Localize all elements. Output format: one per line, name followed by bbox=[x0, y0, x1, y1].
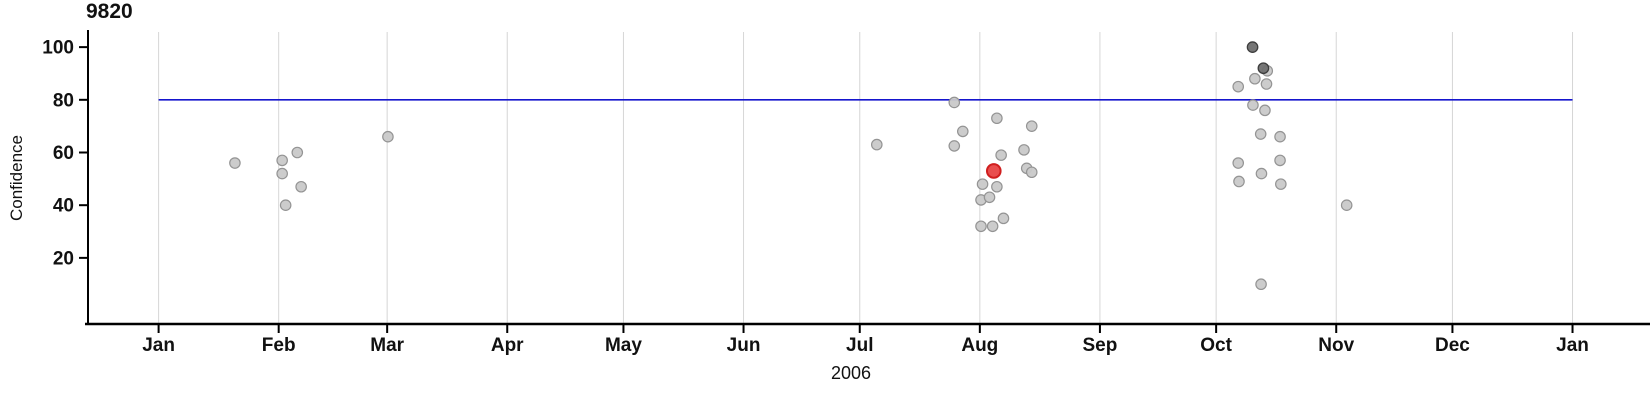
data-point[interactable] bbox=[291, 146, 304, 159]
data-point[interactable] bbox=[229, 157, 241, 169]
data-point[interactable] bbox=[997, 212, 1010, 225]
data-point[interactable] bbox=[1249, 72, 1261, 85]
data-point[interactable] bbox=[1340, 199, 1353, 211]
data-point[interactable] bbox=[1275, 178, 1287, 190]
x-tick-label: Dec bbox=[1435, 335, 1470, 356]
data-point[interactable] bbox=[382, 130, 394, 143]
data-point[interactable] bbox=[986, 220, 999, 233]
x-tick-label: Mar bbox=[370, 335, 404, 356]
data-point[interactable] bbox=[1259, 104, 1271, 117]
data-point[interactable] bbox=[1025, 166, 1038, 179]
data-point[interactable] bbox=[1232, 157, 1245, 169]
data-point[interactable] bbox=[991, 180, 1003, 193]
data-point[interactable] bbox=[1025, 120, 1038, 132]
data-point[interactable] bbox=[1232, 80, 1245, 93]
x-tick-label: Oct bbox=[1200, 335, 1232, 356]
data-point[interactable] bbox=[975, 220, 987, 233]
y-tick-label: 60 bbox=[53, 143, 74, 164]
y-tick-label: 40 bbox=[53, 196, 74, 217]
data-point[interactable] bbox=[1255, 167, 1268, 180]
data-point[interactable] bbox=[1233, 175, 1245, 188]
y-axis-label: Confidence bbox=[7, 134, 26, 222]
x-tick-label: Aug bbox=[961, 335, 998, 356]
data-point[interactable] bbox=[1260, 78, 1273, 90]
x-tick-label: May bbox=[605, 335, 642, 356]
y-tick-label: 100 bbox=[42, 38, 74, 59]
x-tick-label: Jul bbox=[846, 335, 873, 356]
x-tick-label: Jan bbox=[142, 335, 175, 356]
x-tick-label: Apr bbox=[491, 335, 524, 356]
data-point[interactable] bbox=[1274, 130, 1286, 143]
data-point[interactable] bbox=[295, 180, 307, 193]
data-point[interactable] bbox=[976, 178, 989, 190]
x-tick-label: Sep bbox=[1082, 335, 1117, 356]
dark-data-point[interactable] bbox=[1257, 62, 1270, 75]
data-point[interactable] bbox=[1274, 154, 1286, 167]
chart-title: 9820 bbox=[86, 0, 133, 23]
y-tick-label: 80 bbox=[53, 90, 74, 111]
data-point[interactable] bbox=[948, 140, 961, 152]
x-tick-label: Nov bbox=[1318, 335, 1354, 356]
data-point[interactable] bbox=[276, 154, 288, 167]
data-point[interactable] bbox=[870, 138, 883, 151]
x-tick-label: Jun bbox=[727, 335, 761, 356]
y-tick-label: 20 bbox=[53, 248, 74, 269]
data-point[interactable] bbox=[1018, 144, 1030, 156]
data-point[interactable] bbox=[1254, 128, 1267, 140]
x-tick-label: Jan bbox=[1556, 335, 1589, 356]
x-tick-label: Feb bbox=[262, 335, 296, 356]
data-point[interactable] bbox=[956, 125, 969, 138]
data-point[interactable] bbox=[995, 149, 1007, 161]
data-point[interactable] bbox=[948, 96, 961, 109]
data-point[interactable] bbox=[279, 199, 292, 211]
data-point[interactable] bbox=[991, 112, 1003, 125]
x-axis-year-label: 2006 bbox=[830, 363, 872, 383]
dark-data-point[interactable] bbox=[1246, 41, 1259, 53]
data-point[interactable] bbox=[1255, 278, 1267, 291]
data-point[interactable] bbox=[983, 191, 996, 204]
data-point[interactable] bbox=[276, 167, 288, 180]
data-point[interactable] bbox=[1247, 99, 1259, 111]
highlighted-data-point[interactable] bbox=[985, 163, 1002, 179]
